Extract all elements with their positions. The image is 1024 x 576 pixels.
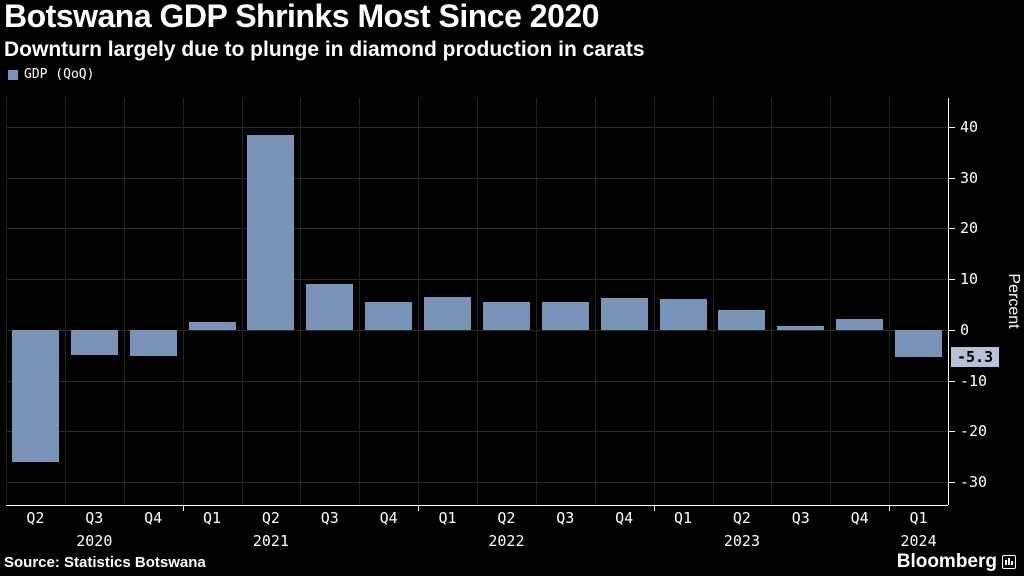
bar-q1-2021 (188, 322, 236, 330)
bar-q4-2022 (600, 298, 648, 330)
y-axis-tick (949, 228, 955, 230)
gridline-vertical (653, 98, 655, 505)
x-axis-tick-label: Q3 (85, 509, 104, 527)
legend-label: GDP (QoQ) (24, 67, 95, 82)
bloomberg-terminal-icon (1002, 555, 1016, 569)
x-axis-year-label: 2024 (900, 532, 937, 550)
bar-q2-2023 (718, 309, 766, 330)
bar-q3-2022 (541, 302, 589, 330)
gridline-vertical (241, 98, 243, 505)
gridline-vertical (418, 98, 420, 505)
bar-q4-2021 (365, 302, 413, 330)
x-axis-year-tick (889, 505, 891, 511)
x-axis-tick-label: Q4 (144, 509, 163, 527)
chart-subtitle: Downturn largely due to plunge in diamon… (4, 38, 645, 61)
y-axis-tick (949, 279, 955, 281)
bar-q2-2020 (11, 329, 59, 462)
bar-q1-2022 (424, 296, 472, 330)
y-axis-tick (949, 380, 955, 382)
x-axis-tick-label: Q1 (674, 509, 693, 527)
y-axis-tick (949, 482, 955, 484)
legend-swatch-icon (8, 69, 18, 80)
x-axis-labels: Q2 Q3 Q4 Q1 Q2 Q3 Q4 Q1 Q2 Q3 Q4 Q1 Q2 Q3 Q4 Q1 (6, 509, 948, 529)
gridline-vertical (6, 98, 7, 505)
y-axis-tick-label: 20 (960, 219, 979, 238)
x-axis-tick-label: Q3 (791, 509, 810, 527)
x-axis-year-label: 2020 (76, 532, 113, 550)
x-axis-tick-label: Q1 (203, 509, 222, 527)
legend: GDP (QoQ) (8, 67, 94, 82)
y-axis-tick (949, 329, 955, 331)
gridline-vertical (64, 98, 66, 505)
gridline-vertical (535, 98, 537, 505)
y-axis-tick-label: -30 (960, 473, 988, 492)
x-axis-tick-label: Q1 (438, 509, 457, 527)
gridline-vertical (123, 98, 125, 505)
x-axis-tick-label: Q2 (261, 509, 280, 527)
y-axis-tick-label: 10 (960, 270, 979, 289)
x-axis-year-tick (653, 505, 655, 511)
x-axis-tick-label: Q4 (379, 509, 398, 527)
bar-q4-2020 (129, 329, 177, 357)
y-axis-tick-label: 30 (960, 168, 979, 187)
gridline-vertical (712, 98, 714, 505)
bar-q3-2021 (306, 284, 354, 330)
bar-q1-2024 (895, 329, 943, 357)
y-axis-tick (949, 177, 955, 179)
chart-title: Botswana GDP Shrinks Most Since 2020 (4, 0, 599, 34)
x-axis-year-label: 2021 (252, 532, 289, 550)
bar-q1-2023 (659, 299, 707, 330)
y-axis-tick-label: -10 (960, 371, 988, 390)
x-axis-tick-label: Q4 (850, 509, 869, 527)
gridline-vertical (594, 98, 596, 505)
x-axis-year-labels: 2020 2021 2022 2023 2024 (6, 532, 948, 552)
gridline-vertical (477, 98, 478, 505)
x-axis-tick-label: Q1 (909, 509, 928, 527)
gridline-vertical (889, 98, 891, 505)
x-axis-tick-label: Q3 (320, 509, 339, 527)
x-axis-year-label: 2022 (488, 532, 525, 550)
bar-q3-2020 (70, 329, 118, 356)
x-axis-tick-label: Q2 (26, 509, 45, 527)
x-axis-year-label: 2023 (723, 532, 760, 550)
bloomberg-logo: Bloomberg (897, 551, 1016, 573)
x-axis-tick-label: Q3 (556, 509, 575, 527)
bar-q2-2022 (482, 302, 530, 330)
y-axis: -5.3 40 30 20 10 0 -10 -20 -30 (948, 98, 1024, 505)
y-axis-tick (949, 126, 955, 128)
x-axis-tick-label: Q2 (497, 509, 516, 527)
y-axis-tick-label: -20 (960, 422, 988, 441)
x-axis-year-tick (418, 505, 420, 511)
y-axis-tick (949, 431, 955, 433)
y-axis-tick-label: 40 (960, 117, 979, 136)
x-axis-year-tick (182, 505, 184, 511)
gridline-vertical (359, 98, 361, 505)
y-axis-title: Percent (1005, 273, 1022, 329)
x-axis-tick-label: Q2 (732, 509, 751, 527)
y-axis-tick-label: 0 (960, 320, 970, 339)
bar-q2-2021 (247, 134, 295, 330)
source-note: Source: Statistics Botswana (4, 554, 206, 571)
gridline-vertical (300, 98, 302, 505)
plot-area (6, 98, 949, 511)
bar-q4-2023 (836, 318, 884, 330)
x-axis-tick-label: Q4 (615, 509, 634, 527)
gridline-vertical (182, 98, 184, 505)
bloomberg-wordmark: Bloomberg (896, 551, 997, 572)
bar-q3-2023 (777, 326, 825, 330)
gridline-vertical (830, 98, 832, 505)
gridline-vertical (771, 98, 773, 505)
last-value-label: -5.3 (951, 346, 1000, 367)
